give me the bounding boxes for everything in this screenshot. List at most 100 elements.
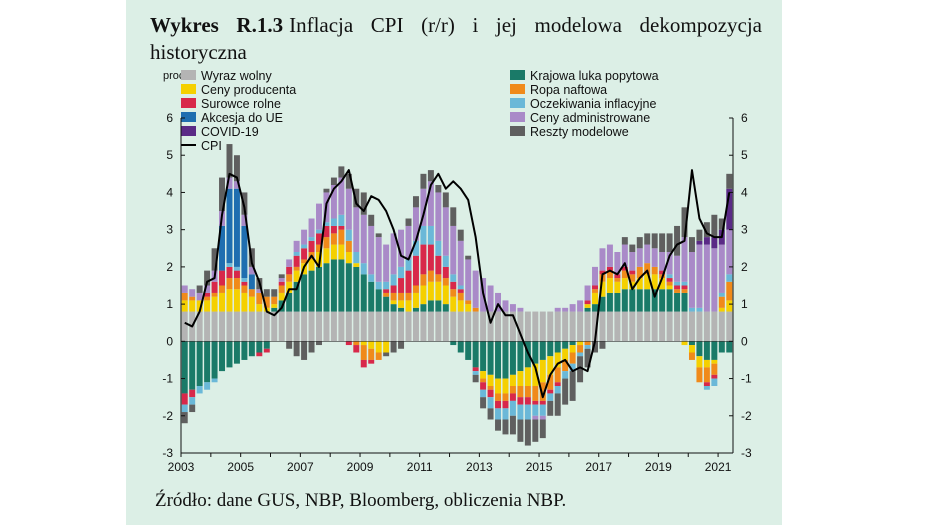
bar-ceny-administrowane-2010Q1 bbox=[390, 233, 397, 275]
bar-oczekiwania-inflacyjne-2019Q2 bbox=[666, 274, 673, 279]
legend-wyraz-wolny-swatch bbox=[181, 70, 196, 80]
x-tick-label-2011: 2011 bbox=[407, 460, 433, 474]
x-tick-label-2003: 2003 bbox=[168, 460, 195, 474]
bar-krajowa-luka-popytowa-2012Q1 bbox=[450, 341, 457, 346]
bar-surowce-rolne-2006Q3 bbox=[286, 266, 293, 275]
bar-krajowa-luka-popytowa-2009Q4 bbox=[383, 296, 390, 312]
bar-ceny-administrowane-2009Q4 bbox=[383, 244, 390, 282]
bar-reszty-modelowe-2021Q1 bbox=[718, 218, 725, 230]
x-tick-label-2019: 2019 bbox=[645, 460, 672, 474]
bar-wyraz-wolny-2004Q2 bbox=[219, 311, 226, 342]
bar-ceny-administrowane-2020Q3 bbox=[703, 244, 710, 312]
bar-ceny-producenta-2009Q2 bbox=[368, 341, 375, 349]
bar-krajowa-luka-popytowa-2008Q4 bbox=[353, 266, 360, 312]
bar-surowce-rolne-2013Q4 bbox=[502, 400, 509, 409]
bar-krajowa-luka-popytowa-2015Q1 bbox=[539, 341, 546, 360]
bar-ceny-producenta-2015Q2 bbox=[547, 356, 554, 375]
bar-reszty-modelowe-2014Q4 bbox=[532, 419, 539, 442]
bar-ceny-administrowane-2017Q3 bbox=[614, 252, 621, 275]
bar-krajowa-luka-popytowa-2016Q4 bbox=[592, 304, 598, 312]
bar-ropa-naftowa-2020Q2 bbox=[696, 367, 703, 383]
bar-ceny-administrowane-2003Q1 bbox=[181, 285, 188, 293]
bar-ceny-producenta-2013Q4 bbox=[502, 378, 509, 394]
bar-krajowa-luka-popytowa-2015Q3 bbox=[554, 341, 561, 353]
bar-ropa-naftowa-2010Q4 bbox=[412, 285, 419, 293]
bar-oczekiwania-inflacyjne-2020Q4 bbox=[711, 378, 718, 386]
bar-oczekiwania-inflacyjne-2008Q1 bbox=[330, 218, 337, 226]
bar-ceny-administrowane-2019Q2 bbox=[666, 252, 673, 275]
bar-surowce-rolne-2014Q2 bbox=[517, 397, 524, 405]
bar-ceny-producenta-2011Q1 bbox=[420, 285, 427, 305]
bar-ceny-producenta-2020Q4 bbox=[711, 359, 718, 364]
bar-ropa-naftowa-2013Q4 bbox=[502, 393, 509, 401]
bar-reszty-modelowe-2016Q3 bbox=[584, 348, 591, 368]
legend-krajowa-luka-popytowa-label: Krajowa luka popytowa bbox=[530, 69, 659, 83]
bar-ceny-producenta-2014Q4 bbox=[532, 363, 539, 386]
y-tick-label-right: -3 bbox=[741, 446, 752, 460]
bar-reszty-modelowe-2019Q1 bbox=[659, 233, 666, 252]
bar-surowce-rolne-2015Q3 bbox=[554, 382, 561, 386]
bar-reszty-modelowe-2010Q1 bbox=[390, 341, 397, 353]
bar-wyraz-wolny-2017Q2 bbox=[606, 311, 613, 342]
bar-reszty-modelowe-2005Q4 bbox=[263, 289, 270, 297]
bar-wyraz-wolny-2010Q3 bbox=[405, 311, 412, 342]
bar-oczekiwania-inflacyjne-2015Q4 bbox=[562, 371, 569, 379]
bar-surowce-rolne-2007Q1 bbox=[301, 248, 308, 260]
bar-ropa-naftowa-2019Q4 bbox=[681, 289, 688, 293]
bar-ceny-producenta-2008Q4 bbox=[353, 263, 360, 267]
legend-ceny-administrowane-label: Ceny administrowane bbox=[530, 111, 650, 125]
bar-ceny-administrowane-2013Q3 bbox=[495, 292, 502, 312]
bar-krajowa-luka-popytowa-2006Q3 bbox=[286, 292, 293, 312]
bar-surowce-rolne-2019Q1 bbox=[659, 270, 666, 275]
bar-ceny-producenta-2019Q1 bbox=[659, 278, 666, 290]
bar-ceny-producenta-2019Q2 bbox=[666, 285, 673, 290]
bar-surowce-rolne-2003Q1 bbox=[181, 393, 188, 405]
bar-oczekiwania-inflacyjne-2004Q3 bbox=[226, 263, 233, 267]
y-tick-label-left: 5 bbox=[166, 148, 173, 162]
bar-surowce-rolne-2018Q1 bbox=[629, 270, 636, 275]
bar-oczekiwania-inflacyjne-2014Q3 bbox=[524, 404, 531, 420]
bar-surowce-rolne-2010Q2 bbox=[398, 278, 405, 293]
bar-ceny-administrowane-2019Q1 bbox=[659, 252, 666, 271]
bar-surowce-rolne-2004Q3 bbox=[226, 266, 233, 279]
bar-ropa-naftowa-2009Q2 bbox=[368, 348, 375, 360]
bar-covid-19-2020Q2 bbox=[696, 240, 703, 245]
bar-wyraz-wolny-2018Q3 bbox=[644, 311, 651, 342]
bar-ropa-naftowa-2003Q2 bbox=[189, 296, 196, 301]
bar-surowce-rolne-2006Q4 bbox=[293, 255, 300, 267]
bar-krajowa-luka-popytowa-2015Q2 bbox=[547, 341, 554, 357]
bar-oczekiwania-inflacyjne-2013Q4 bbox=[502, 408, 509, 420]
bar-akcesja-do-ue-2005Q1 bbox=[241, 225, 248, 279]
bar-reszty-modelowe-2015Q4 bbox=[562, 378, 569, 405]
x-tick-label-2021: 2021 bbox=[705, 460, 732, 474]
bar-ceny-producenta-2010Q4 bbox=[412, 292, 419, 308]
line-cpi bbox=[184, 169, 731, 399]
bar-oczekiwania-inflacyjne-2007Q2 bbox=[308, 237, 315, 241]
bar-reszty-modelowe-2008Q2 bbox=[338, 166, 345, 178]
bar-wyraz-wolny-2019Q3 bbox=[674, 311, 681, 342]
bar-surowce-rolne-2017Q1 bbox=[599, 270, 606, 275]
bar-wyraz-wolny-2005Q2 bbox=[248, 311, 255, 342]
bar-ceny-administrowane-2010Q3 bbox=[405, 225, 412, 260]
bar-ceny-administrowane-2003Q3 bbox=[196, 292, 203, 301]
bar-wyraz-wolny-2005Q3 bbox=[256, 311, 263, 342]
bar-surowce-rolne-2010Q4 bbox=[412, 255, 419, 286]
bar-ceny-producenta-2005Q1 bbox=[241, 292, 248, 312]
bar-reszty-modelowe-2006Q3 bbox=[286, 341, 293, 349]
bar-surowce-rolne-2013Q3 bbox=[495, 400, 502, 409]
bar-ceny-producenta-2017Q3 bbox=[614, 281, 621, 293]
bar-ceny-administrowane-2015Q3 bbox=[554, 307, 561, 312]
bar-krajowa-luka-popytowa-2010Q1 bbox=[390, 304, 397, 312]
bar-reszty-modelowe-2007Q4 bbox=[323, 188, 330, 193]
bar-surowce-rolne-2014Q4 bbox=[532, 400, 539, 405]
bar-ceny-producenta-2005Q3 bbox=[256, 304, 263, 312]
bar-ropa-naftowa-2020Q1 bbox=[688, 352, 695, 360]
bar-ropa-naftowa-2009Q4 bbox=[383, 292, 390, 297]
bar-ceny-producenta-2018Q1 bbox=[629, 281, 636, 290]
bar-ceny-producenta-2009Q4 bbox=[383, 341, 390, 353]
bar-surowce-rolne-2017Q4 bbox=[621, 266, 628, 271]
bar-wyraz-wolny-2005Q1 bbox=[241, 311, 248, 342]
bar-oczekiwania-inflacyjne-2007Q4 bbox=[323, 222, 330, 226]
y-tick-label-right: 4 bbox=[741, 185, 748, 199]
bar-krajowa-luka-popytowa-2017Q3 bbox=[614, 292, 621, 312]
